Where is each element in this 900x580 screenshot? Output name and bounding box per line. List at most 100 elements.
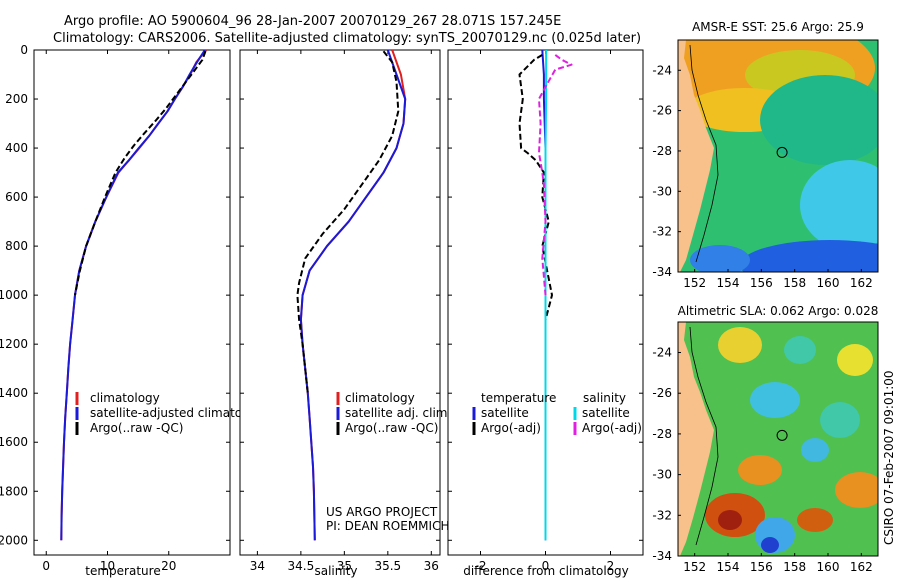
map-x-tick-label: 152: [683, 276, 706, 290]
legend-label-sal-argo: Argo(-adj): [582, 421, 642, 435]
sla-anomaly-7: [738, 455, 782, 485]
y-tick-label: 1200: [0, 337, 28, 351]
y-tick-label: 1800: [0, 484, 28, 498]
legend-label-satellite-adjusted: satellite-adjusted climatology: [90, 406, 268, 420]
figure-title-line-2: Climatology: CARS2006. Satellite-adjuste…: [53, 31, 641, 46]
sla-anomaly-8: [835, 472, 878, 508]
series-line-satellite-adj-clim: [299, 50, 407, 541]
map-x-tick-label: 162: [850, 560, 873, 574]
sla-anomaly-1: [718, 327, 762, 363]
x-tick-label: 34: [250, 559, 265, 573]
map-x-tick-label: 160: [817, 276, 840, 290]
salinity-panel: 34 34.5 35 35.5 36 salinity climatology sate…: [239, 49, 451, 578]
map-x-tick-label: 158: [783, 276, 806, 290]
difference-panel: -2 0 2 difference from climatology tempera…: [447, 49, 644, 578]
x-tick-label: 0: [542, 559, 550, 573]
salinity-xlabel: salinity: [314, 564, 357, 578]
series-line-argo-raw-qc: [296, 50, 400, 394]
x-tick-label: 0: [42, 559, 50, 573]
temperature-xlabel: temperature: [85, 564, 160, 578]
map-y-tick-label: -26: [652, 104, 672, 118]
legend-label-climatology: climatology: [345, 391, 415, 405]
map-x-tick-label: 152: [683, 560, 706, 574]
legend-header-temperature: temperature: [481, 391, 556, 405]
sla-anomaly-5: [820, 402, 860, 438]
y-tick-label: 1600: [0, 435, 28, 449]
map-y-tick-label: -24: [652, 346, 672, 360]
figure-title-line-1: Argo profile: AO 5900604_96 28-Jan-2007 …: [64, 14, 561, 29]
map-x-tick-label: 154: [717, 560, 740, 574]
map-y-tick-label: -34: [652, 265, 672, 279]
map-x-tick-label: 156: [750, 560, 773, 574]
credit-pi: PI: DEAN ROEMMICH: [326, 519, 449, 533]
x-tick-label: 34.5: [288, 559, 315, 573]
legend-label-argo: Argo(..raw -QC): [90, 421, 183, 435]
x-tick-label: 35.5: [374, 559, 401, 573]
map-x-tick-label: 156: [750, 276, 773, 290]
legend-header-salinity: salinity: [583, 391, 626, 405]
legend-label-temp-satellite: satellite: [481, 406, 529, 420]
sla-anomaly-12: [761, 537, 779, 553]
map-y-tick-label: -28: [652, 427, 672, 441]
map-y-tick-label: -34: [652, 549, 672, 563]
credit-project: US ARGO PROJECT: [326, 505, 438, 519]
series-line-argo-raw-qc: [74, 50, 207, 296]
salinity-legend: climatology satellite adj. clim. Argo(..…: [336, 391, 451, 435]
sla-coast-contour: [689, 326, 719, 546]
sst-cool-region-south: [690, 245, 750, 272]
y-tick-label: 200: [5, 92, 28, 106]
map-y-tick-label: -32: [652, 225, 672, 239]
x-tick-label: 2: [607, 559, 615, 573]
map-y-tick-label: -30: [652, 468, 672, 482]
sst-map-title: AMSR-E SST: 25.6 Argo: 25.9: [692, 20, 864, 34]
difference-legend: temperature salinity satellite Argo(-adj…: [472, 391, 642, 435]
sla-argo-location-marker: [776, 429, 788, 441]
sla-anomaly-6: [801, 438, 829, 462]
sla-anomaly-3: [837, 344, 873, 376]
sst-coast-contour: [689, 44, 719, 263]
map-x-tick-label: 162: [850, 276, 873, 290]
x-tick-label: 10: [100, 559, 115, 573]
x-tick-label: -2: [475, 559, 487, 573]
sst-argo-location-marker: [776, 146, 788, 158]
map-y-tick-label: -26: [652, 386, 672, 400]
temperature-axes-frame: [33, 49, 231, 556]
y-tick-label: 1000: [0, 288, 28, 302]
legend-label-sal-satellite: satellite: [582, 406, 630, 420]
sla-anomaly-4: [750, 382, 800, 418]
sla-anomaly-10: [718, 510, 742, 530]
map-y-tick-label: -32: [652, 508, 672, 522]
temperature-panel: 0 10 2002004006008001000120014001600180020…: [0, 43, 268, 578]
sla-anomaly-2: [784, 336, 816, 364]
x-tick-label: 20: [161, 559, 176, 573]
legend-label-climatology: climatology: [90, 391, 160, 405]
sla-map-frame: [677, 321, 879, 557]
series-line-temperature-argo-adj: [518, 54, 553, 320]
map-x-tick-label: 154: [717, 276, 740, 290]
map-x-tick-label: 158: [783, 560, 806, 574]
legend-label-temp-argo: Argo(-adj): [481, 421, 541, 435]
y-tick-label: 800: [5, 239, 28, 253]
sla-land: [678, 322, 714, 556]
sst-map-panel: AMSR-E SST: 25.6 Argo: 25.9 152 154 156 158…: [652, 20, 879, 290]
sla-map-title: Altimetric SLA: 0.062 Argo: 0.028: [678, 304, 879, 318]
sst-map-frame: [677, 39, 879, 273]
map-y-tick-label: -24: [652, 63, 672, 77]
difference-xlabel: difference from climatology: [463, 564, 629, 578]
sla-anomaly-13: [797, 508, 833, 532]
legend-label-argo: Argo(..raw -QC): [345, 421, 438, 435]
y-tick-label: 2000: [0, 533, 28, 547]
sst-teal-region: [760, 75, 878, 165]
map-y-tick-label: -28: [652, 144, 672, 158]
sla-map-panel: Altimetric SLA: 0.062 Argo: 0.028 152 154…: [652, 304, 879, 574]
sst-cyan-region: [800, 160, 878, 250]
sst-cool-region: [740, 240, 878, 272]
y-tick-label: 0: [20, 43, 28, 57]
x-tick-label: 35: [337, 559, 352, 573]
legend-label-satellite-adj: satellite adj. clim.: [345, 406, 451, 420]
map-x-tick-label: 160: [817, 560, 840, 574]
y-tick-label: 600: [5, 190, 28, 204]
series-line-salinity-argo-adj: [538, 54, 573, 296]
sla-map-field: [678, 322, 878, 556]
